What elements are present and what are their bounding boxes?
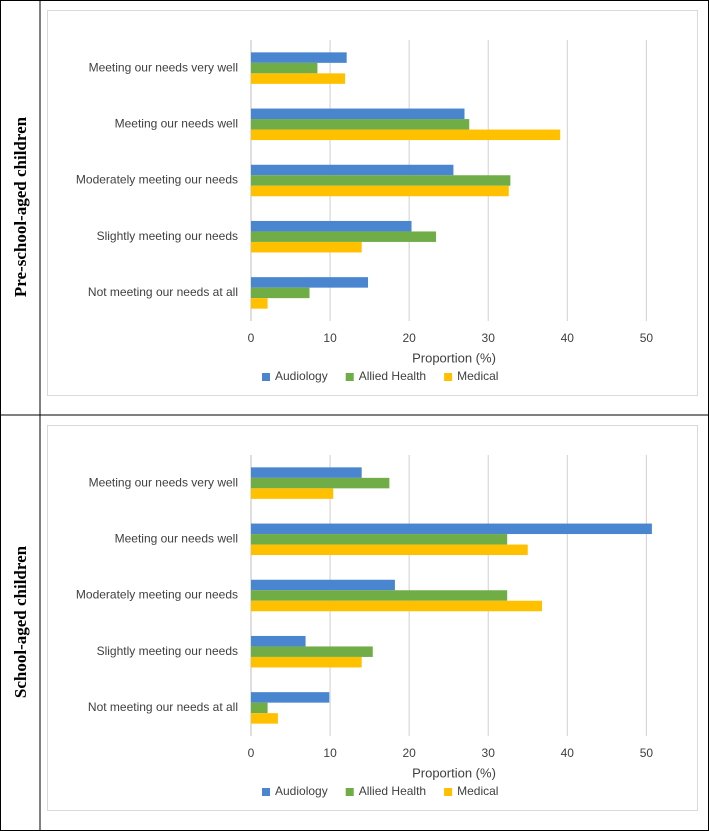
legend-label: Audiology: [275, 784, 328, 798]
bar: [251, 129, 561, 141]
bar: [251, 713, 278, 724]
bar: [251, 544, 528, 556]
x-tick-label: 40: [561, 331, 575, 345]
bar: [251, 579, 395, 591]
y-tick-label: Slightly meeting our needs: [97, 644, 238, 658]
bar: [251, 477, 390, 489]
bar: [251, 287, 310, 299]
bar: [251, 692, 330, 703]
bar: [251, 164, 454, 176]
y-tick-label: Meeting our needs well: [115, 116, 238, 130]
y-tick-label: Slightly meeting our needs: [97, 229, 238, 243]
x-tick-label: 10: [323, 331, 337, 345]
x-tick-label: 20: [402, 331, 416, 345]
x-tick-label: 20: [402, 746, 416, 760]
chart-frame: [47, 425, 698, 811]
legend-label: Allied Health: [359, 784, 426, 798]
bar: [251, 119, 470, 130]
bar: [251, 241, 362, 253]
x-tick-label: 0: [248, 746, 255, 760]
y-tick-label: Not meeting our needs at all: [88, 700, 238, 714]
y-tick-label: Moderately meeting our needs: [76, 588, 238, 602]
bar: [251, 175, 511, 186]
bar: [251, 467, 362, 478]
legend-swatch: [345, 788, 354, 796]
legend-swatch: [444, 373, 453, 381]
x-tick-label: 0: [248, 331, 255, 345]
legend-label: Allied Health: [359, 369, 426, 383]
x-tick-label: 10: [323, 746, 337, 760]
y-tick-label: Meeting our needs very well: [89, 475, 238, 489]
x-tick-label: 30: [482, 331, 496, 345]
y-tick-label: Meeting our needs well: [115, 531, 238, 545]
x-tick-label: 50: [640, 331, 654, 345]
bar: [251, 73, 346, 84]
bar: [251, 600, 542, 612]
x-tick-label: 50: [640, 746, 654, 760]
bar: [251, 534, 508, 545]
x-tick-label: 30: [482, 746, 496, 760]
legend-label: Medical: [457, 369, 498, 383]
bar: [251, 220, 412, 232]
bar: [251, 646, 373, 657]
bar: [251, 108, 465, 120]
x-axis-label: Proportion (%): [412, 350, 496, 365]
bar: [251, 52, 347, 63]
bar: [251, 62, 318, 74]
bar: [251, 523, 652, 535]
bar: [251, 298, 268, 309]
legend-label: Medical: [457, 784, 498, 798]
bar: [251, 635, 306, 647]
panel-title: School-aged children: [11, 545, 30, 698]
legend-swatch: [345, 373, 354, 381]
bar: [251, 185, 509, 197]
y-tick-label: Moderately meeting our needs: [76, 173, 238, 187]
legend-swatch: [444, 788, 453, 796]
bar: [251, 702, 268, 714]
bar: [251, 590, 508, 601]
bar: [251, 488, 334, 499]
chart-frame: [47, 10, 698, 396]
x-axis-label: Proportion (%): [412, 765, 496, 780]
bar: [251, 656, 362, 668]
y-tick-label: Meeting our needs very well: [89, 60, 238, 74]
x-tick-label: 40: [561, 746, 575, 760]
legend-label: Audiology: [275, 369, 328, 383]
legend-swatch: [262, 788, 270, 796]
panel-title: Pre-school-aged children: [11, 116, 30, 297]
bar: [251, 277, 369, 288]
y-tick-label: Not meeting our needs at all: [88, 285, 238, 299]
legend-swatch: [262, 373, 270, 381]
bar: [251, 231, 437, 242]
